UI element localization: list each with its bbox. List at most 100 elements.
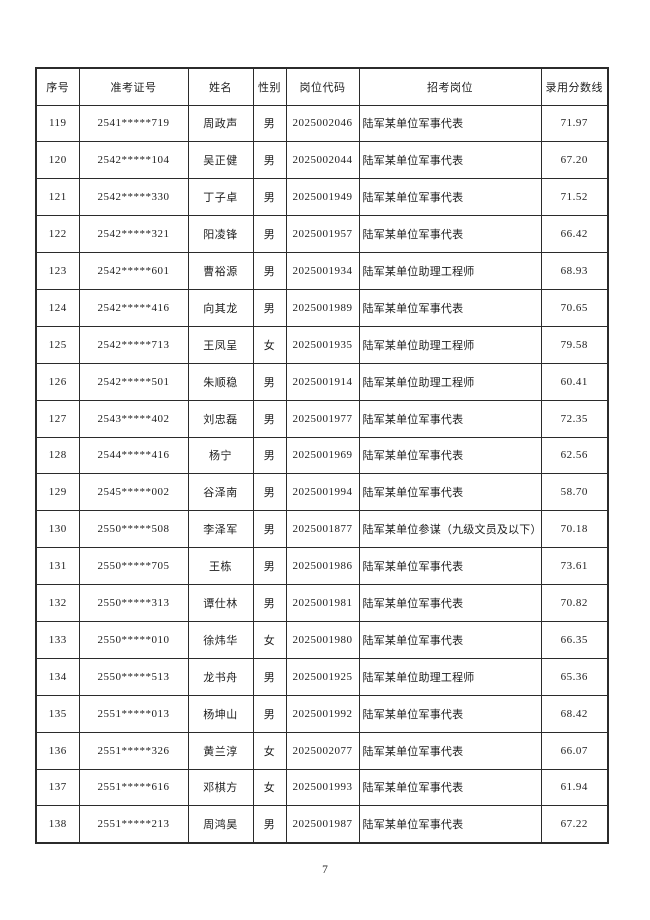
cell-name: 邓棋方 — [187, 768, 254, 807]
cell-position: 陆军某单位军事代表 — [358, 436, 542, 475]
cell-gender: 男 — [252, 510, 287, 549]
cell-ticket-number: 2543*****402 — [78, 399, 189, 438]
cell-score: 67.20 — [540, 141, 609, 180]
cell-score: 70.65 — [540, 288, 609, 327]
table-row: 127 2543*****402 刘忠磊男 2025001977 陆军某单位军事代表 72… — [35, 399, 609, 438]
cell-name: 龙书舟 — [187, 657, 254, 696]
cell-index: 122 — [35, 215, 80, 254]
table-row: 131 2550*****705 王栋男 2025001986 陆军某单位军事代表 73.… — [35, 547, 609, 586]
cell-gender: 男 — [252, 399, 287, 438]
cell-ticket-number: 2551*****213 — [78, 805, 189, 844]
cell-position-code: 2025001935 — [285, 325, 360, 364]
cell-position-code: 2025001992 — [285, 694, 360, 733]
cell-index: 137 — [35, 768, 80, 807]
cell-index: 132 — [35, 584, 80, 622]
cell-position: 陆军某单位助理工程师 — [358, 325, 542, 364]
cell-name: 周鸿昊 — [187, 805, 254, 844]
cell-score: 70.18 — [540, 510, 609, 549]
cell-position-code: 2025001980 — [285, 620, 360, 659]
cell-name: 谭仕林 — [187, 584, 254, 622]
cell-score: 66.35 — [540, 620, 609, 659]
cell-score: 65.36 — [540, 657, 609, 696]
cell-score: 68.93 — [540, 252, 609, 290]
cell-index: 126 — [35, 362, 80, 401]
table-row: 120 2542*****104 吴正健男 2025002044 陆军某单位军事代表 67… — [35, 141, 609, 180]
cell-gender: 女 — [252, 768, 287, 807]
cell-position: 陆军某单位军事代表 — [358, 620, 542, 659]
cell-name: 黄兰淳 — [187, 731, 254, 770]
cell-index: 120 — [35, 141, 80, 180]
cell-gender: 男 — [252, 584, 287, 622]
cell-index: 135 — [35, 694, 80, 733]
cell-ticket-number: 2551*****013 — [78, 694, 189, 733]
cell-ticket-number: 2542*****330 — [78, 178, 189, 217]
cell-ticket-number: 2550*****010 — [78, 620, 189, 659]
table-row: 121 2542*****330 丁子卓男 2025001949 陆军某单位军事代表 71… — [35, 178, 609, 217]
cell-name: 丁子卓 — [187, 178, 254, 217]
cell-ticket-number: 2550*****513 — [78, 657, 189, 696]
cell-name: 王凤呈 — [187, 325, 254, 364]
table-row: 133 2550*****010 徐炜华女 2025001980 陆军某单位军事代表 66… — [35, 620, 609, 659]
cell-ticket-number: 2551*****326 — [78, 731, 189, 770]
cell-index: 136 — [35, 731, 80, 770]
table-row: 136 2551*****326 黄兰淳女 2025002077 陆军某单位军事代表 66… — [35, 731, 609, 770]
cell-position: 陆军某单位军事代表 — [358, 768, 542, 807]
cell-position-code: 2025002077 — [285, 731, 360, 770]
results-table: 序号 准考证号 姓名 性别 岗位代码 招考岗位 录用分数线 119 2541*****719 周… — [35, 67, 609, 844]
table-row: 122 2542*****321 阳凌锋男 2025001957 陆军某单位军事代表 66… — [35, 215, 609, 254]
cell-index: 133 — [35, 620, 80, 659]
cell-score: 66.07 — [540, 731, 609, 770]
cell-index: 125 — [35, 325, 80, 364]
cell-gender: 男 — [252, 473, 287, 512]
cell-score: 68.42 — [540, 694, 609, 733]
cell-gender: 男 — [252, 805, 287, 844]
cell-ticket-number: 2542*****416 — [78, 288, 189, 327]
table-row: 132 2550*****313 谭仕林男 2025001981 陆军某单位军事代表 70… — [35, 584, 609, 622]
cell-ticket-number: 2542*****501 — [78, 362, 189, 401]
cell-score: 62.56 — [540, 436, 609, 475]
cell-score: 66.42 — [540, 215, 609, 254]
cell-name: 向其龙 — [187, 288, 254, 327]
cell-position: 陆军某单位军事代表 — [358, 399, 542, 438]
cell-position-code: 2025001914 — [285, 362, 360, 401]
cell-index: 119 — [35, 104, 80, 143]
cell-ticket-number: 2542*****321 — [78, 215, 189, 254]
cell-position: 陆军某单位军事代表 — [358, 694, 542, 733]
cell-index: 129 — [35, 473, 80, 512]
cell-ticket-number: 2550*****705 — [78, 547, 189, 586]
cell-gender: 女 — [252, 325, 287, 364]
cell-gender: 男 — [252, 252, 287, 290]
cell-name: 阳凌锋 — [187, 215, 254, 254]
cell-gender: 男 — [252, 694, 287, 733]
cell-index: 134 — [35, 657, 80, 696]
cell-name: 周政声 — [187, 104, 254, 143]
cell-position: 陆军某单位军事代表 — [358, 473, 542, 512]
cell-position-code: 2025001977 — [285, 399, 360, 438]
cell-name: 谷泽南 — [187, 473, 254, 512]
header-position: 招考岗位 — [358, 67, 542, 106]
cell-gender: 男 — [252, 215, 287, 254]
cell-gender: 男 — [252, 288, 287, 327]
table-body: 119 2541*****719 周政声男 2025002046 陆军某单位军事代表 71… — [35, 104, 609, 844]
cell-position-code: 2025001949 — [285, 178, 360, 217]
cell-position: 陆军某单位参谋（九级文员及以下） — [358, 510, 542, 549]
cell-position-code: 2025001989 — [285, 288, 360, 327]
cell-position-code: 2025001993 — [285, 768, 360, 807]
cell-gender: 男 — [252, 104, 287, 143]
cell-position-code: 2025001994 — [285, 473, 360, 512]
cell-score: 79.58 — [540, 325, 609, 364]
cell-score: 70.82 — [540, 584, 609, 622]
cell-ticket-number: 2544*****416 — [78, 436, 189, 475]
cell-position-code: 2025001987 — [285, 805, 360, 844]
cell-name: 王栋 — [187, 547, 254, 586]
header-score: 录用分数线 — [540, 67, 609, 106]
cell-position-code: 2025001969 — [285, 436, 360, 475]
cell-index: 127 — [35, 399, 80, 438]
cell-position-code: 2025001877 — [285, 510, 360, 549]
cell-score: 71.52 — [540, 178, 609, 217]
cell-index: 130 — [35, 510, 80, 549]
cell-position: 陆军某单位军事代表 — [358, 288, 542, 327]
cell-score: 61.94 — [540, 768, 609, 807]
table-header-row: 序号 准考证号 姓名 性别 岗位代码 招考岗位 录用分数线 — [35, 67, 609, 106]
